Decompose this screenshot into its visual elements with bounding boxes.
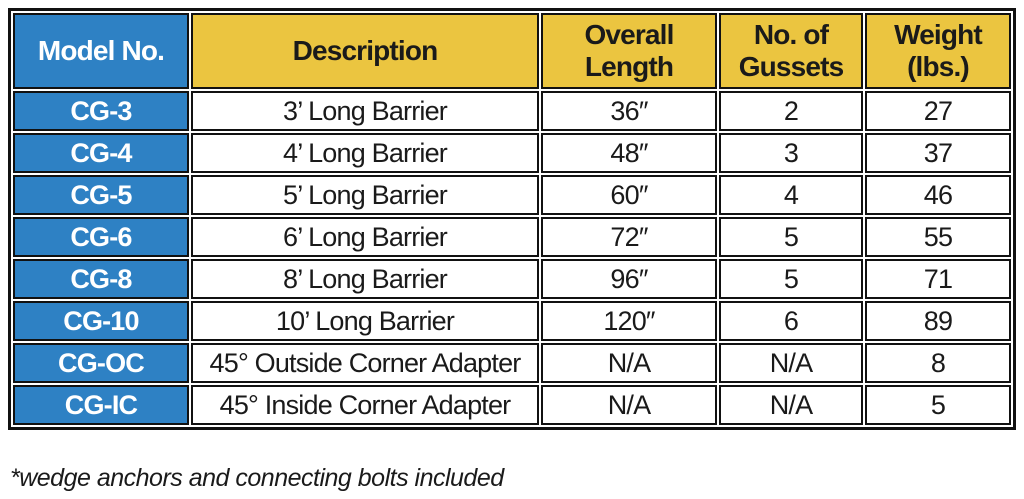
model-cell: CG-10: [13, 301, 189, 341]
table-row: CG-8 8’ Long Barrier 96″ 5 71: [13, 259, 1011, 299]
overall-length-cell: N/A: [541, 385, 717, 425]
overall-length-cell: N/A: [541, 343, 717, 383]
description-cell: 8’ Long Barrier: [191, 259, 539, 299]
column-header-model-no: Model No.: [13, 13, 189, 89]
table-row: CG-5 5’ Long Barrier 60″ 4 46: [13, 175, 1011, 215]
table-row: CG-3 3’ Long Barrier 36″ 2 27: [13, 91, 1011, 131]
gussets-cell: 2: [719, 91, 863, 131]
description-cell: 45° Outside Corner Adapter: [191, 343, 539, 383]
weight-cell: 89: [865, 301, 1011, 341]
table-row: CG-IC 45° Inside Corner Adapter N/A N/A …: [13, 385, 1011, 425]
column-header-weight-lbs: Weight (lbs.): [865, 13, 1011, 89]
table-row: CG-4 4’ Long Barrier 48″ 3 37: [13, 133, 1011, 173]
gussets-cell: N/A: [719, 343, 863, 383]
weight-cell: 5: [865, 385, 1011, 425]
overall-length-cell: 96″: [541, 259, 717, 299]
overall-length-cell: 36″: [541, 91, 717, 131]
column-header-description: Description: [191, 13, 539, 89]
weight-cell: 46: [865, 175, 1011, 215]
overall-length-cell: 60″: [541, 175, 717, 215]
description-cell: 6’ Long Barrier: [191, 217, 539, 257]
table-row: CG-6 6’ Long Barrier 72″ 5 55: [13, 217, 1011, 257]
model-cell: CG-8: [13, 259, 189, 299]
overall-length-cell: 72″: [541, 217, 717, 257]
gussets-cell: N/A: [719, 385, 863, 425]
gussets-cell: 4: [719, 175, 863, 215]
description-cell: 5’ Long Barrier: [191, 175, 539, 215]
overall-length-cell: 120″: [541, 301, 717, 341]
model-cell: CG-6: [13, 217, 189, 257]
gussets-cell: 6: [719, 301, 863, 341]
weight-cell: 8: [865, 343, 1011, 383]
column-header-overall-length: Overall Length: [541, 13, 717, 89]
weight-cell: 27: [865, 91, 1011, 131]
model-cell: CG-OC: [13, 343, 189, 383]
overall-length-cell: 48″: [541, 133, 717, 173]
description-cell: 10’ Long Barrier: [191, 301, 539, 341]
header-row: Model No. Description Overall Length No.…: [13, 13, 1011, 89]
description-cell: 3’ Long Barrier: [191, 91, 539, 131]
table-row: CG-10 10’ Long Barrier 120″ 6 89: [13, 301, 1011, 341]
weight-cell: 37: [865, 133, 1011, 173]
gussets-cell: 5: [719, 217, 863, 257]
model-cell: CG-3: [13, 91, 189, 131]
model-cell: CG-5: [13, 175, 189, 215]
weight-cell: 55: [865, 217, 1011, 257]
column-header-no-of-gussets: No. of Gussets: [719, 13, 863, 89]
footnote: *wedge anchors and connecting bolts incl…: [10, 464, 504, 492]
weight-cell: 71: [865, 259, 1011, 299]
description-cell: 45° Inside Corner Adapter: [191, 385, 539, 425]
gussets-cell: 3: [719, 133, 863, 173]
gussets-cell: 5: [719, 259, 863, 299]
barrier-spec-table: Model No. Description Overall Length No.…: [8, 8, 1016, 430]
table-row: CG-OC 45° Outside Corner Adapter N/A N/A…: [13, 343, 1011, 383]
description-cell: 4’ Long Barrier: [191, 133, 539, 173]
model-cell: CG-4: [13, 133, 189, 173]
model-cell: CG-IC: [13, 385, 189, 425]
